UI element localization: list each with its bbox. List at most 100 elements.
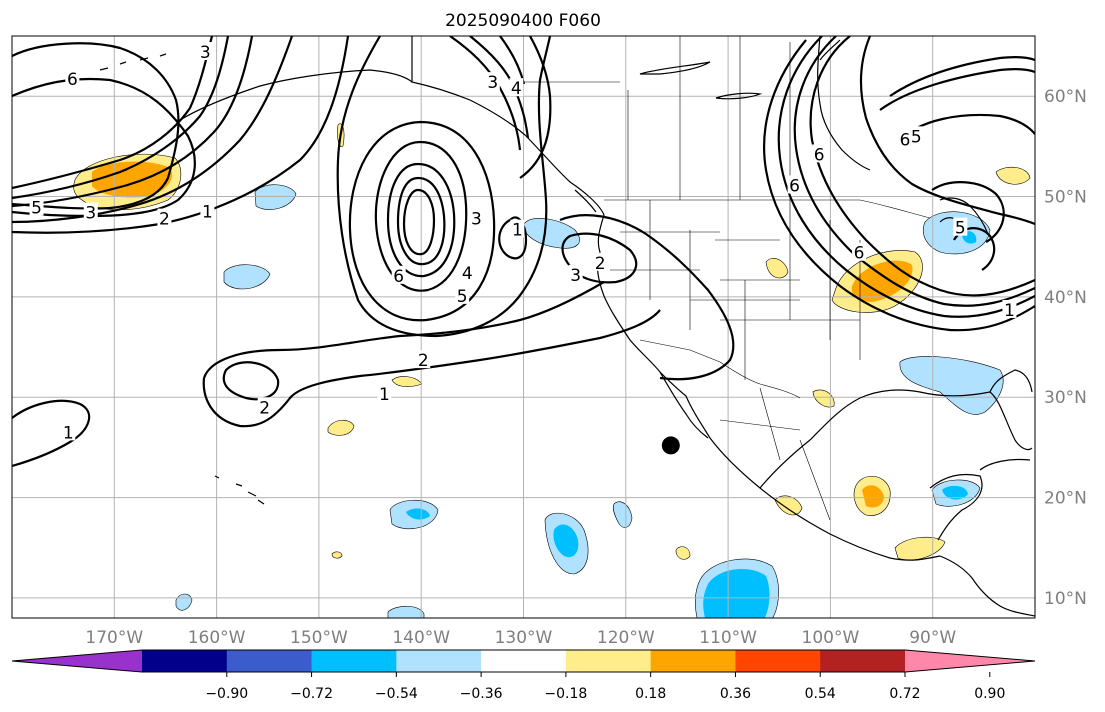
latitude-labels: 60°N 50°N 40°N 30°N 20°N 10°N xyxy=(1044,87,1087,609)
contour-line xyxy=(386,162,456,278)
central-america xyxy=(939,555,1035,617)
colorbar-segment xyxy=(565,650,652,672)
colorbar-segment xyxy=(481,650,567,672)
contour-line xyxy=(12,399,91,468)
colorbar-tick-label: −0.72 xyxy=(290,686,333,702)
negative-anomaly-core xyxy=(942,485,968,500)
contour-label-bg xyxy=(510,219,525,238)
contour-line xyxy=(12,36,214,190)
contour-label: 6 xyxy=(789,177,800,197)
contour-line xyxy=(12,36,230,200)
contour-label: 2 xyxy=(259,398,270,418)
yucatan xyxy=(929,473,983,541)
contour-label-bg xyxy=(909,126,924,145)
contour-label: 6 xyxy=(814,145,825,165)
negative-anomaly-core xyxy=(406,508,430,520)
longitude-labels: 170°W 160°W 150°W 140°W 130°W 120°W 110°W 100°W… xyxy=(85,628,956,648)
contour-line xyxy=(222,361,280,401)
cuba xyxy=(979,458,1031,471)
contour-line xyxy=(374,140,468,292)
colorbar-segment xyxy=(226,650,313,672)
colorbar-segment xyxy=(735,650,821,672)
contour-label-bg xyxy=(460,262,475,281)
contour-label: 3 xyxy=(487,73,498,93)
contour-line xyxy=(396,176,446,266)
contour-label-bg xyxy=(416,350,431,369)
colorbar-tick-label: −0.36 xyxy=(460,686,503,702)
contour-label: 5 xyxy=(31,199,42,219)
positive-anomaly-region xyxy=(765,258,789,279)
positive-anomaly-region xyxy=(995,166,1031,185)
contour-label-bg xyxy=(509,78,524,97)
contour-label: 4 xyxy=(511,79,522,99)
contour-label: 2 xyxy=(418,351,429,371)
lat-tick-label: 60°N xyxy=(1044,87,1087,107)
contour-line xyxy=(559,214,735,381)
lat-tick-label: 30°N xyxy=(1044,388,1087,408)
colorbar-tick-label: 0.36 xyxy=(720,686,751,702)
mexico-state-lines xyxy=(719,387,831,521)
chart-title: 2025090400 F060 xyxy=(445,11,601,31)
contour-label-bg xyxy=(198,42,213,61)
lon-tick-label: 110°W xyxy=(699,628,757,648)
contour-label: 1 xyxy=(63,423,74,443)
positive-anomaly-region xyxy=(327,419,355,436)
contour-line xyxy=(12,36,254,208)
negative-anomaly-core xyxy=(553,524,579,558)
hawaii xyxy=(214,475,265,505)
negative-anomaly-region xyxy=(899,356,1004,415)
contour-label-bg xyxy=(485,72,500,91)
positive-anomaly-core xyxy=(851,260,913,302)
contour-label-bg xyxy=(391,265,406,284)
lon-tick-label: 160°W xyxy=(188,628,246,648)
colorbar-tick-label: −0.54 xyxy=(375,686,418,702)
contour-label-bg xyxy=(257,397,272,416)
contour-label: 2 xyxy=(159,210,170,230)
contour-label: 2 xyxy=(595,254,606,274)
contour-label-bg xyxy=(65,69,80,88)
positive-anomaly-region xyxy=(331,551,343,559)
map-frame xyxy=(11,35,1036,619)
contour-label: 5 xyxy=(955,219,966,239)
contour-label: 4 xyxy=(462,264,473,284)
contour-label-bg xyxy=(953,217,968,236)
alaska-coast xyxy=(179,69,413,121)
contour-label-bg xyxy=(200,201,215,220)
lon-tick-label: 140°W xyxy=(392,628,450,648)
negative-anomaly-region xyxy=(254,184,297,210)
contour-label-bg xyxy=(898,129,913,148)
contour-line xyxy=(12,42,180,210)
colorbar-tick-label: 0.54 xyxy=(805,686,836,702)
contour-label: 1 xyxy=(379,385,390,405)
lon-tick-label: 90°W xyxy=(909,628,956,648)
hudson-bay xyxy=(817,36,871,171)
contour-label-bg xyxy=(787,175,802,194)
lon-tick-label: 150°W xyxy=(290,628,348,648)
contour-label: 1 xyxy=(1004,301,1015,321)
florida xyxy=(989,369,1033,393)
contour-line xyxy=(202,309,661,428)
lat-tick-label: 50°N xyxy=(1044,188,1087,208)
lon-tick-label: 170°W xyxy=(85,628,143,648)
colorbar: −0.90 −0.72 −0.54 −0.36 −0.18 0.18 0.36 0.54 0.7… xyxy=(11,649,1036,702)
contour-label-bg xyxy=(29,197,44,216)
colorbar-extend-low xyxy=(12,650,142,672)
negative-anomaly-core xyxy=(703,569,770,618)
contour-line xyxy=(202,281,605,379)
contour-label-bg xyxy=(157,208,172,227)
contour-label: 3 xyxy=(85,204,96,224)
canada-arctic xyxy=(639,39,841,100)
gulf-of-mexico-coast xyxy=(759,389,1033,489)
coastlines xyxy=(99,36,1035,617)
contour-label-bg xyxy=(377,384,392,403)
contour-label-bg xyxy=(568,264,583,283)
lat-tick-label: 40°N xyxy=(1044,288,1087,308)
colorbar-segment xyxy=(142,650,228,672)
contour-line xyxy=(12,36,294,224)
canada-us-border xyxy=(604,199,931,219)
colorbar-tick-label: 0.90 xyxy=(974,686,1005,702)
contour-label: 3 xyxy=(570,266,581,286)
contour-line xyxy=(519,36,552,179)
